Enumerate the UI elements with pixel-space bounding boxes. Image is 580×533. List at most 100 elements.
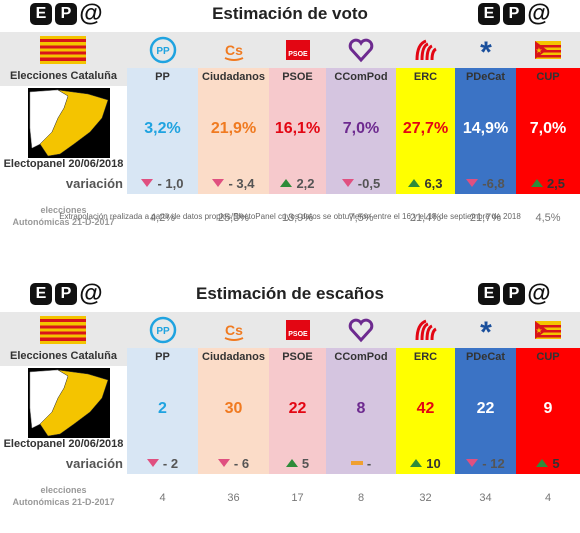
variation-value: 5 — [516, 452, 580, 474]
senyera-flag-icon — [40, 316, 86, 344]
pp-logo-icon: PP — [149, 36, 176, 64]
variation-text: - 2 — [162, 455, 179, 471]
party-name: CUP — [516, 68, 580, 86]
party-name: Ciudadanos — [198, 68, 269, 86]
cs-logo-icon: Cs — [224, 42, 243, 61]
svg-text:PP: PP — [156, 46, 170, 57]
up-triangle-icon — [280, 179, 293, 187]
seat-estimate-panel: E P @ E P @ Estimación de escaños Elecciones Ca… — [0, 280, 580, 533]
estimate-value: 8 — [326, 366, 396, 452]
variation-text: -0,5 — [357, 175, 381, 191]
ep-at-icon: @ — [79, 0, 103, 27]
catalonia-map-icon — [28, 368, 110, 438]
heart-logo-icon — [348, 318, 374, 343]
estimate-value: 3,2% — [127, 86, 198, 172]
previous-label-line1: elecciones — [40, 205, 87, 215]
variation-value: -0,5 — [326, 172, 396, 194]
party-logo-cell: Cs — [198, 312, 269, 348]
pp-logo-icon: PP — [149, 316, 176, 344]
variation-text: 5 — [552, 455, 560, 471]
ep-p-icon: P — [55, 283, 77, 305]
variation-value: 10 — [396, 452, 455, 474]
variation-text: -6,8 — [482, 175, 505, 191]
variation-text: - 3,4 — [228, 175, 255, 191]
ep-e-icon: E — [30, 283, 52, 305]
party-logo-cell: Cs — [198, 32, 269, 68]
variation-value: 2,5 — [516, 172, 580, 194]
ep-p-icon: P — [55, 3, 77, 25]
party-name: CComPod — [326, 68, 396, 86]
footnote: Extrapolación realizada a partir de dato… — [59, 212, 521, 221]
ep-e-icon: E — [30, 3, 52, 25]
ep-at-icon: @ — [527, 280, 551, 307]
variation-label: variación — [65, 175, 123, 191]
previous-result: 17 — [291, 492, 304, 504]
cup-logo-icon: ★ — [535, 321, 561, 339]
previous-result: 36 — [227, 492, 240, 504]
ep-p-icon: P — [503, 3, 525, 25]
party-logo-cell: * — [455, 32, 516, 68]
cs-logo-icon: Cs — [224, 322, 243, 341]
variation-text: 10 — [426, 455, 441, 471]
previous-result: 21,4% — [409, 212, 442, 224]
estimate-value: 42 — [396, 366, 455, 452]
senyera-flag-icon — [40, 36, 86, 64]
estimate-value: 22 — [455, 366, 516, 452]
vote-estimate-panel: E P @ E P @ Estimación de voto Elecciones Catal… — [0, 0, 580, 247]
party-logo-cell: PP — [127, 312, 198, 348]
variation-text: - 1,0 — [157, 175, 184, 191]
previous-result: 4,2% — [149, 212, 176, 224]
svg-text:★: ★ — [535, 46, 542, 55]
down-triangle-icon — [466, 179, 479, 187]
psoe-logo-icon: PSOE — [285, 320, 310, 340]
svg-text:Cs: Cs — [225, 42, 243, 58]
estimate-value: 16,1% — [269, 86, 326, 172]
erc-logo-icon — [415, 39, 437, 61]
previous-result: 8 — [357, 492, 365, 504]
down-triangle-icon — [146, 459, 159, 467]
down-triangle-icon — [217, 459, 230, 467]
previous-result: 21,7% — [469, 212, 502, 224]
variation-text: - 6 — [233, 455, 250, 471]
psoe-logo-icon: PSOE — [285, 40, 310, 60]
previous-result: 4 — [159, 492, 166, 504]
party-logo-cell: PP — [127, 32, 198, 68]
estimate-value: 2 — [127, 366, 198, 452]
erc-logo-icon — [415, 319, 437, 341]
variation-text: 2,5 — [546, 175, 566, 191]
variation-text: 5 — [301, 455, 310, 471]
down-triangle-icon — [466, 459, 479, 467]
svg-text:*: * — [480, 36, 492, 64]
previous-result: 7,5% — [348, 212, 374, 224]
party-logo-cell: * — [455, 312, 516, 348]
variation-value: - 3,4 — [198, 172, 269, 194]
ep-p-icon: P — [503, 283, 525, 305]
chart-title: Estimación de voto — [212, 4, 368, 23]
up-triangle-icon — [530, 179, 543, 187]
up-triangle-icon — [410, 459, 423, 467]
estimate-value: 14,9% — [455, 86, 516, 172]
variation-value: -6,8 — [455, 172, 516, 194]
svg-text:★: ★ — [535, 326, 542, 335]
previous-election-label: elecciones Autonómicas 21-D-2017 — [0, 204, 127, 228]
variation-text: 6,3 — [424, 175, 443, 191]
previous-election-label: elecciones Autonómicas 21-D-2017 — [0, 484, 127, 508]
party-name: PP — [127, 348, 198, 366]
region-label: Elecciones Cataluña — [10, 70, 117, 82]
previous-result: 25,3% — [217, 212, 250, 224]
party-name: CUP — [516, 348, 580, 366]
estimate-value: 7,0% — [326, 86, 396, 172]
ep-at-icon: @ — [79, 280, 103, 307]
flat-dash-icon — [350, 461, 363, 465]
variation-label: variación — [65, 455, 123, 471]
region-label: Elecciones Cataluña — [10, 350, 117, 362]
previous-result: 4,5% — [535, 212, 561, 224]
previous-result: 32 — [419, 492, 432, 504]
chart-title: Estimación de escaños — [195, 284, 385, 303]
ep-e-icon: E — [478, 283, 500, 305]
variation-value: 2,2 — [269, 172, 326, 194]
party-name: PP — [127, 68, 198, 86]
party-name: PSOE — [269, 68, 326, 86]
variation-value: - 6 — [198, 452, 269, 474]
previous-result: 13,9% — [281, 212, 314, 224]
